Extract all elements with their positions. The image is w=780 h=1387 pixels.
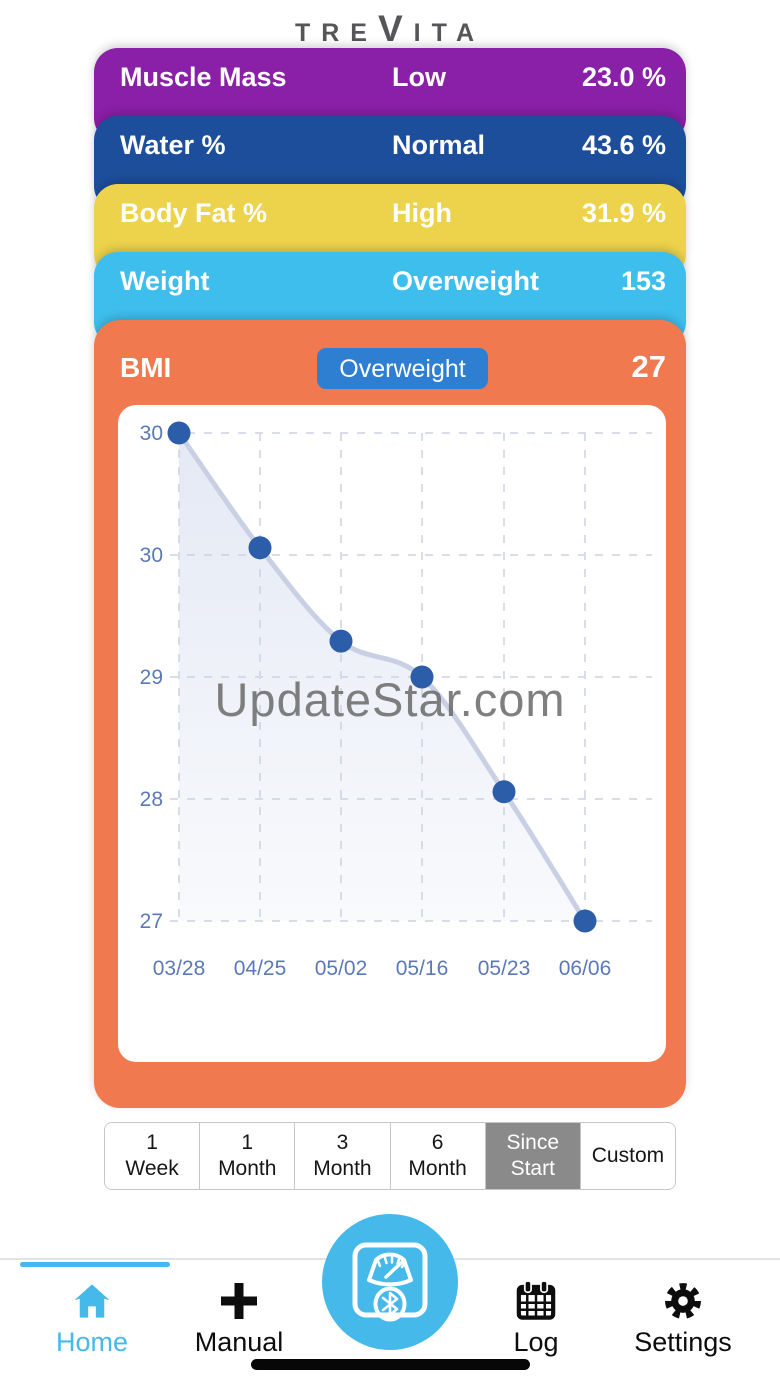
range-tab-3-month[interactable]: 3 Month xyxy=(294,1123,390,1189)
bmi-card: BMI Overweight 27 30 30 29 28 27 03/28 04/25 05… xyxy=(94,320,686,1108)
range-tab-label: Month xyxy=(408,1157,467,1180)
bmi-label: BMI xyxy=(120,352,172,383)
range-tab-label: Since xyxy=(506,1131,560,1154)
nav-label-settings: Settings xyxy=(634,1327,732,1357)
metric-status: Overweight xyxy=(392,266,540,296)
chart-data-point xyxy=(329,629,353,653)
range-tab-label: Custom xyxy=(591,1144,665,1167)
y-axis-tick: 30 xyxy=(140,544,163,567)
range-tab-label: 6 xyxy=(431,1131,444,1154)
y-axis-tick: 28 xyxy=(140,788,163,811)
range-tab-label: Month xyxy=(218,1157,277,1180)
nav-item-home[interactable]: Home xyxy=(12,1280,172,1358)
range-tabs: 1 Week 1 Month 3 Month 6 Month Since Start Custom xyxy=(104,1122,676,1190)
chart-data-point xyxy=(492,780,516,804)
metric-value: 153 xyxy=(620,266,666,296)
chart-data-point xyxy=(248,536,272,560)
active-tab-underline xyxy=(20,1262,170,1267)
home-icon xyxy=(12,1280,172,1322)
y-axis-tick: 29 xyxy=(140,666,163,689)
x-axis-tick: 04/25 xyxy=(234,957,287,980)
calendar-icon xyxy=(456,1280,616,1322)
nav-item-settings[interactable]: Settings xyxy=(603,1280,763,1358)
chart-data-point xyxy=(573,909,597,933)
connect-scale-button[interactable] xyxy=(322,1214,458,1350)
y-axis-tick: 27 xyxy=(140,910,163,933)
plus-icon xyxy=(159,1280,319,1322)
nav-label-manual: Manual xyxy=(194,1327,284,1357)
range-tab-1-week[interactable]: 1 Week xyxy=(105,1123,200,1189)
x-axis-tick: 03/28 xyxy=(153,957,206,980)
metric-status: Low xyxy=(392,62,446,92)
range-tab-1-month[interactable]: 1 Month xyxy=(199,1123,295,1189)
x-axis-tick: 05/02 xyxy=(315,957,368,980)
brand-logo: TREVITA xyxy=(294,8,486,49)
metric-value: 43.6 % xyxy=(581,130,666,160)
y-axis-tick: 30 xyxy=(140,422,163,445)
metric-label: Weight xyxy=(120,266,210,296)
metric-label: Body Fat % xyxy=(120,198,268,228)
range-tab-label: 1 xyxy=(146,1131,158,1154)
scale-bluetooth-icon xyxy=(352,1242,428,1322)
range-tab-label: 1 xyxy=(241,1131,254,1154)
bmi-line-chart: 30 30 29 28 27 03/28 04/25 05/02 05/16 05/23 06/06 xyxy=(140,421,652,980)
gear-icon xyxy=(603,1280,763,1322)
chart-data-point xyxy=(410,665,434,689)
range-tab-label: Start xyxy=(510,1157,555,1180)
bmi-status-badge[interactable]: Overweight xyxy=(317,348,488,389)
brand-logo-text: TRE xyxy=(294,19,378,47)
x-axis-tick: 05/23 xyxy=(478,957,531,980)
nav-label-home: Home xyxy=(55,1327,129,1357)
metric-status: High xyxy=(392,198,452,228)
range-tab-since-start[interactable]: Since Start xyxy=(484,1123,580,1189)
bmi-value: 27 xyxy=(631,349,666,384)
bmi-chart-card: 30 30 29 28 27 03/28 04/25 05/02 05/16 05/23 06/06 xyxy=(118,405,666,1062)
metric-value: 23.0 % xyxy=(581,62,666,92)
range-tab-label: Week xyxy=(125,1157,179,1180)
metric-status: Normal xyxy=(392,130,486,160)
metric-label: Muscle Mass xyxy=(120,62,287,92)
nav-item-manual[interactable]: Manual xyxy=(159,1280,319,1358)
nav-label-log: Log xyxy=(513,1327,559,1357)
metric-value: 31.9 % xyxy=(581,198,666,228)
x-axis-tick: 06/06 xyxy=(559,957,612,980)
home-indicator-bar xyxy=(251,1359,530,1370)
x-axis-tick: 05/16 xyxy=(396,957,449,980)
range-tab-custom[interactable]: Custom xyxy=(579,1123,675,1189)
chart-data-point xyxy=(167,421,191,445)
range-tab-label: Month xyxy=(313,1157,372,1180)
range-tab-6-month[interactable]: 6 Month xyxy=(389,1123,485,1189)
metric-label: Water % xyxy=(120,130,226,160)
range-tab-label: 3 xyxy=(336,1131,349,1154)
nav-item-log[interactable]: Log xyxy=(456,1280,616,1358)
